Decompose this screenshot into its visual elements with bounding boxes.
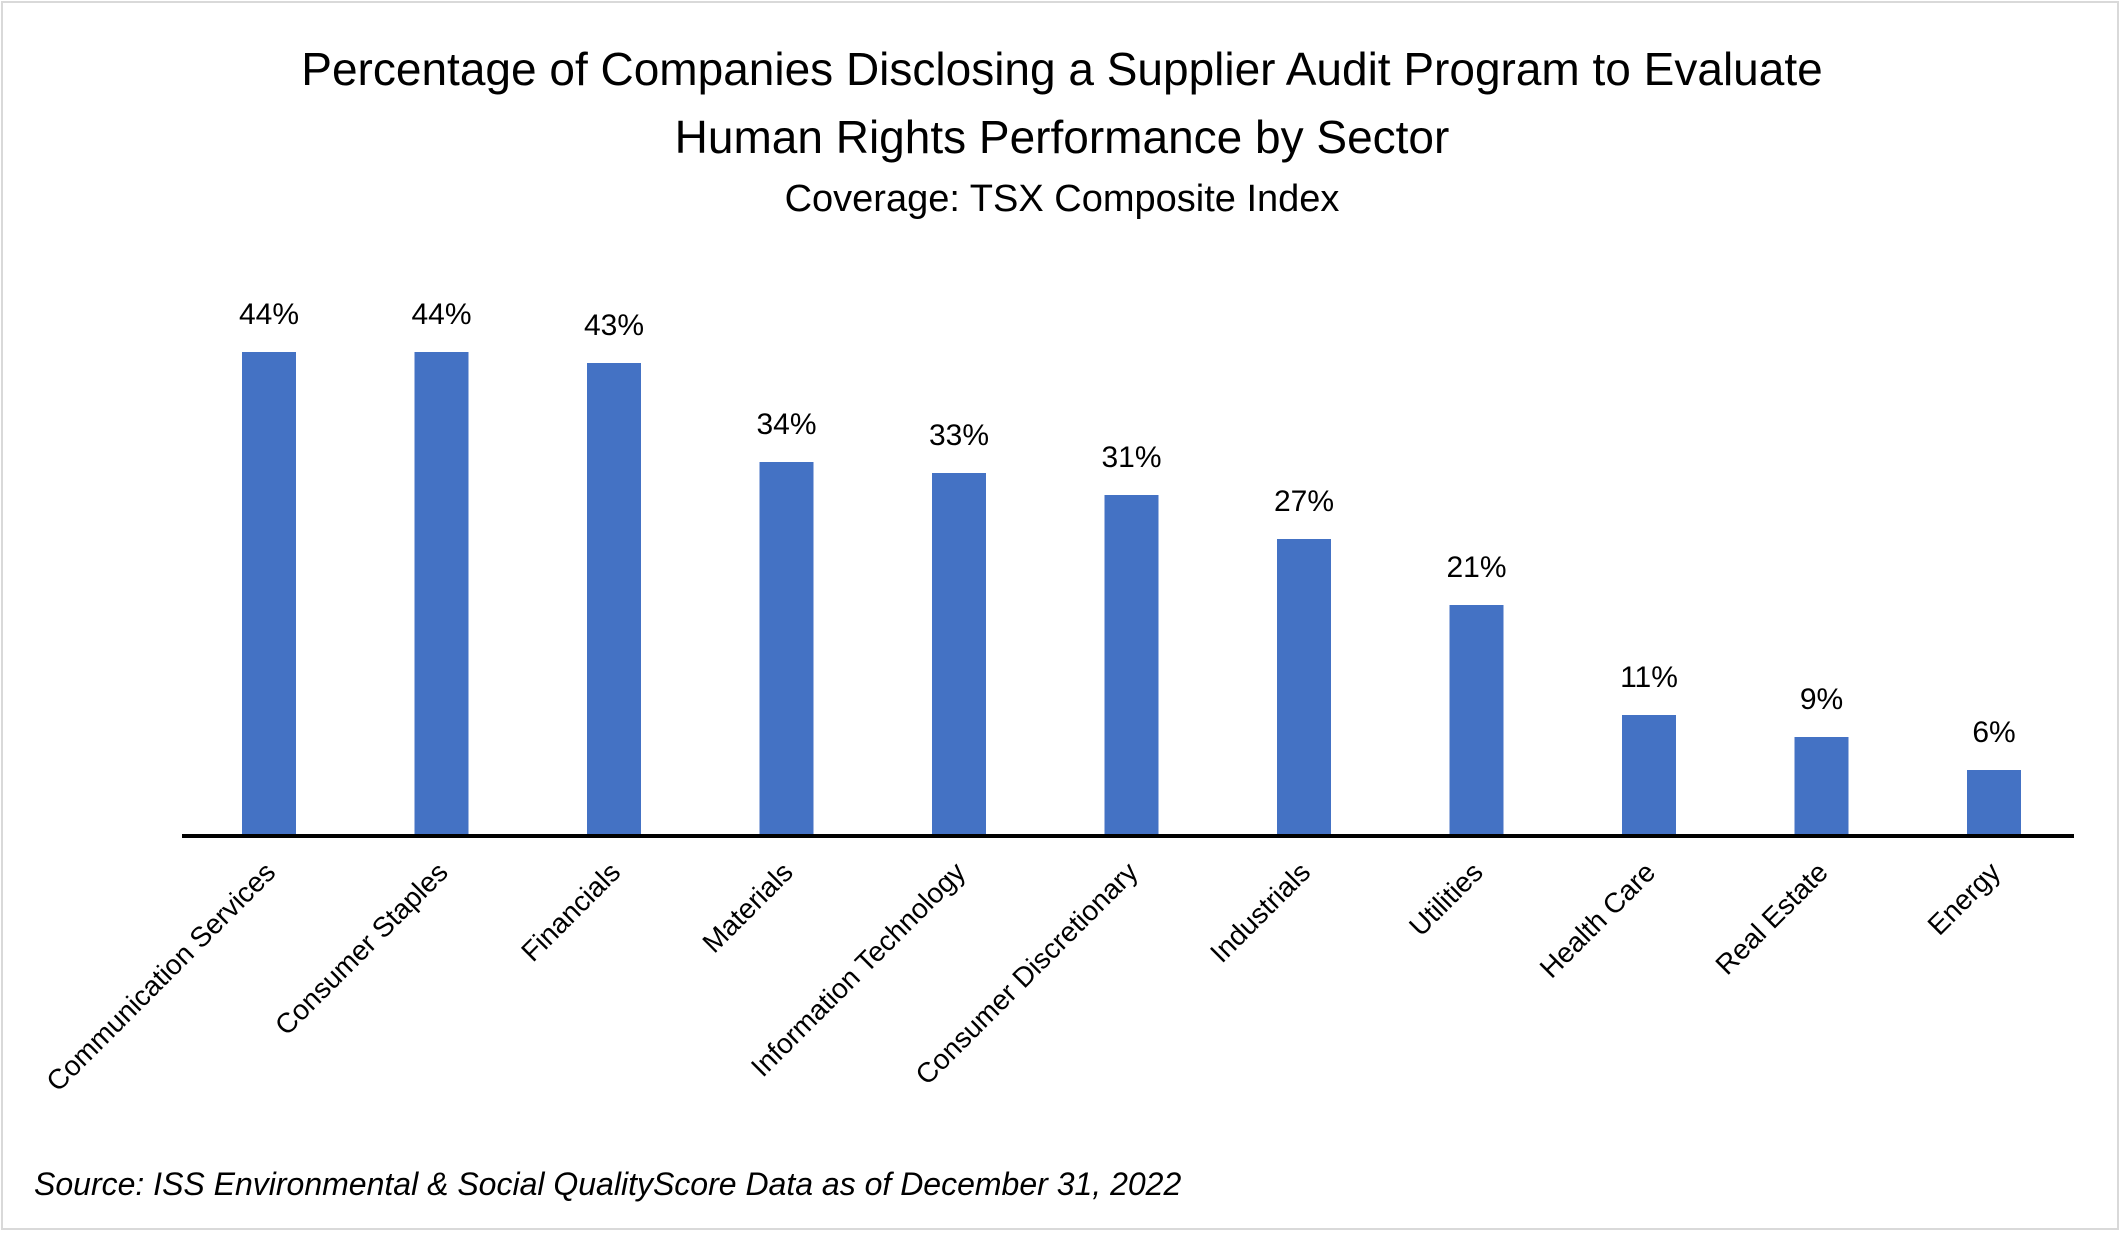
data-label-8: 11% xyxy=(1620,661,1678,694)
data-label-6: 27% xyxy=(1274,485,1334,518)
x-tick-label-2: Financials xyxy=(515,856,626,967)
data-label-7: 21% xyxy=(1446,551,1506,584)
bar-0 xyxy=(242,352,296,836)
x-tick-label-9: Real Estate xyxy=(1709,856,1833,980)
bar-4 xyxy=(932,473,986,836)
data-label-4: 33% xyxy=(929,419,989,452)
data-label-5: 31% xyxy=(1101,441,1161,474)
source-note: Source: ISS Environmental & Social Quali… xyxy=(34,1166,1182,1202)
data-label-9: 9% xyxy=(1800,683,1843,716)
x-tick-label-7: Utilities xyxy=(1403,856,1489,942)
x-tick-label-10: Energy xyxy=(1922,856,2007,941)
bar-10 xyxy=(1967,770,2021,836)
bar-3 xyxy=(759,462,814,836)
data-label-1: 44% xyxy=(411,298,471,331)
data-label-10: 6% xyxy=(1972,716,2015,749)
x-tick-label-8: Health Care xyxy=(1534,856,1662,984)
bar-9 xyxy=(1794,737,1849,836)
bar-1 xyxy=(414,352,469,836)
data-label-3: 34% xyxy=(756,408,816,441)
bar-8 xyxy=(1622,715,1676,836)
data-label-0: 44% xyxy=(239,298,299,331)
bar-5 xyxy=(1104,495,1159,836)
bar-7 xyxy=(1449,605,1504,836)
chart-title-line-2: Human Rights Performance by Sector xyxy=(674,111,1450,163)
x-tick-label-3: Materials xyxy=(696,856,798,958)
x-tick-label-6: Industrials xyxy=(1204,856,1316,968)
chart-title-line-1: Percentage of Companies Disclosing a Sup… xyxy=(301,43,1823,95)
x-tick-label-1: Consumer Staples xyxy=(269,856,454,1041)
bar-6 xyxy=(1277,539,1331,836)
data-label-2: 43% xyxy=(584,309,644,342)
x-tick-label-0: Communication Services xyxy=(40,856,281,1097)
bar-2 xyxy=(587,363,641,836)
chart-subtitle: Coverage: TSX Composite Index xyxy=(784,178,1340,220)
